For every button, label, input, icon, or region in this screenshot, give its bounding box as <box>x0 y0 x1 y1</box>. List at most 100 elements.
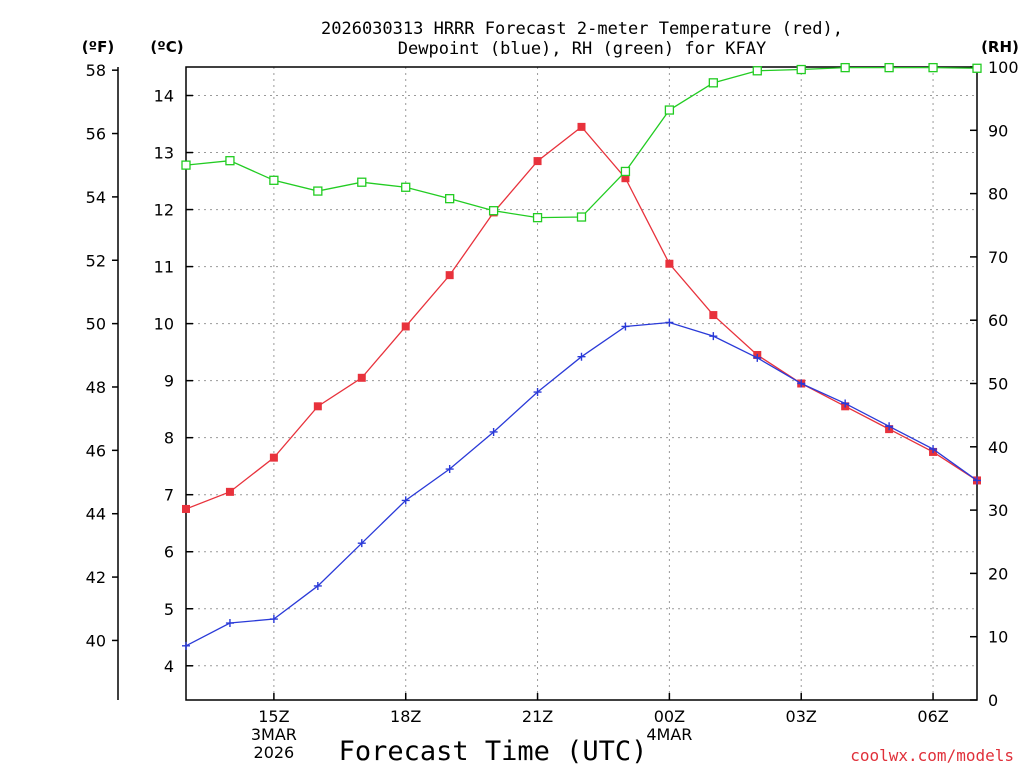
point-1-9 <box>577 352 586 361</box>
point-1-17 <box>929 445 938 454</box>
f-tick-label-40: 40 <box>86 631 106 650</box>
rh-tick-label-80: 80 <box>988 185 1008 204</box>
x-axis-label: Forecast Time (UTC) <box>339 736 648 767</box>
rh-tick-label-40: 40 <box>988 438 1008 457</box>
point-2-15 <box>840 62 850 73</box>
c-tick-label-13: 13 <box>154 144 174 163</box>
point-1-16 <box>885 422 894 431</box>
point-1-1 <box>225 619 234 628</box>
point-2-2 <box>269 175 279 185</box>
c-tick-label-10: 10 <box>154 315 174 334</box>
point-0-4 <box>357 373 366 382</box>
point-2-16 <box>884 62 894 73</box>
rh-tick-label-70: 70 <box>988 248 1008 267</box>
point-1-15 <box>841 399 850 408</box>
point-0-0 <box>182 504 190 513</box>
x-tick-label-15Z: 15Z <box>258 707 289 726</box>
point-0-3 <box>313 402 322 411</box>
f-tick-label-50: 50 <box>86 315 106 334</box>
x-tick-label-4MAR: 4MAR <box>646 725 692 744</box>
rh-axis: 0 10 20 30 40 50 60 70 80 90 100 <box>970 58 1019 710</box>
point-2-0 <box>181 160 191 170</box>
celsius-axis: 4 5 6 7 8 9 10 11 12 13 14 <box>154 87 193 676</box>
point-2-3 <box>313 186 323 196</box>
point-0-6 <box>445 271 454 280</box>
series-dewpoint <box>182 318 981 650</box>
rh-unit-label: (RH) <box>981 38 1019 56</box>
series-2-meter-temperature <box>182 122 981 513</box>
point-0-2 <box>269 453 278 462</box>
point-1-4 <box>357 539 366 548</box>
chart-title-line-2: Dewpoint (blue), RH (green) for KFAY <box>398 39 766 59</box>
point-2-6 <box>445 194 455 204</box>
c-tick-label-11: 11 <box>154 258 174 277</box>
f-tick-label-52: 52 <box>86 251 106 270</box>
c-tick-label-9: 9 <box>164 372 174 391</box>
point-0-11 <box>665 259 674 268</box>
x-tick-label-18Z: 18Z <box>390 707 421 726</box>
point-0-10 <box>621 174 630 183</box>
rh-tick-label-90: 90 <box>988 121 1008 140</box>
c-tick-label-8: 8 <box>164 429 174 448</box>
point-0-8 <box>533 157 542 166</box>
point-2-4 <box>357 177 367 187</box>
grid-lines <box>186 67 977 700</box>
c-tick-label-7: 7 <box>164 486 174 505</box>
point-1-6 <box>445 465 454 474</box>
point-0-1 <box>225 487 234 496</box>
fahrenheit-unit-label: (ºF) <box>82 38 114 56</box>
point-2-10 <box>620 166 631 177</box>
rh-tick-label-60: 60 <box>988 311 1008 330</box>
point-1-13 <box>753 353 762 362</box>
f-tick-label-56: 56 <box>86 125 106 144</box>
c-tick-label-6: 6 <box>164 543 174 562</box>
point-1-5 <box>401 496 410 505</box>
point-0-12 <box>709 311 718 320</box>
plot-frame <box>185 66 978 701</box>
point-2-5 <box>401 182 411 192</box>
data-series <box>181 62 982 650</box>
point-1-18 <box>973 476 981 485</box>
rh-tick-label-50: 50 <box>988 375 1008 394</box>
rh-tick-label-10: 10 <box>988 628 1008 647</box>
rh-tick-label-0: 0 <box>988 691 998 710</box>
f-tick-label-44: 44 <box>86 505 106 524</box>
point-2-14 <box>796 64 806 75</box>
x-tick-label-00Z: 00Z <box>654 707 685 726</box>
chart-title-line-1: 2026030313 HRRR Forecast 2-meter Tempera… <box>321 19 843 39</box>
point-1-11 <box>665 318 674 327</box>
f-tick-label-46: 46 <box>86 441 106 460</box>
point-1-12 <box>709 332 718 341</box>
f-tick-label-58: 58 <box>86 61 106 80</box>
c-tick-label-4: 4 <box>164 657 174 676</box>
point-1-7 <box>489 427 498 436</box>
x-tick-label-21Z: 21Z <box>522 707 553 726</box>
f-tick-label-54: 54 <box>86 188 106 207</box>
point-1-3 <box>313 581 322 590</box>
rh-tick-label-30: 30 <box>988 501 1008 520</box>
f-tick-label-42: 42 <box>86 568 106 587</box>
point-2-12 <box>708 78 718 88</box>
point-2-11 <box>664 105 675 115</box>
c-tick-label-5: 5 <box>164 600 174 619</box>
series-line-2 <box>185 66 978 219</box>
point-1-0 <box>182 641 190 650</box>
x-tick-label-2026: 2026 <box>254 743 295 762</box>
x-tick-label-3MAR: 3MAR <box>251 725 297 744</box>
point-0-9 <box>577 122 586 131</box>
point-0-5 <box>401 322 410 331</box>
series-line-1 <box>185 321 978 647</box>
celsius-unit-label: (ºC) <box>150 38 183 56</box>
point-2-9 <box>576 212 587 222</box>
point-2-13 <box>752 66 762 76</box>
rh-tick-label-100: 100 <box>988 58 1019 77</box>
point-2-8 <box>532 213 543 223</box>
fahrenheit-axis: 40 42 44 46 48 50 52 54 56 58 <box>86 61 118 650</box>
rh-tick-label-20: 20 <box>988 564 1008 583</box>
x-tick-label-06Z: 06Z <box>917 707 948 726</box>
series-line-0 <box>185 125 978 510</box>
f-tick-label-48: 48 <box>86 378 106 397</box>
point-2-1 <box>225 156 235 166</box>
